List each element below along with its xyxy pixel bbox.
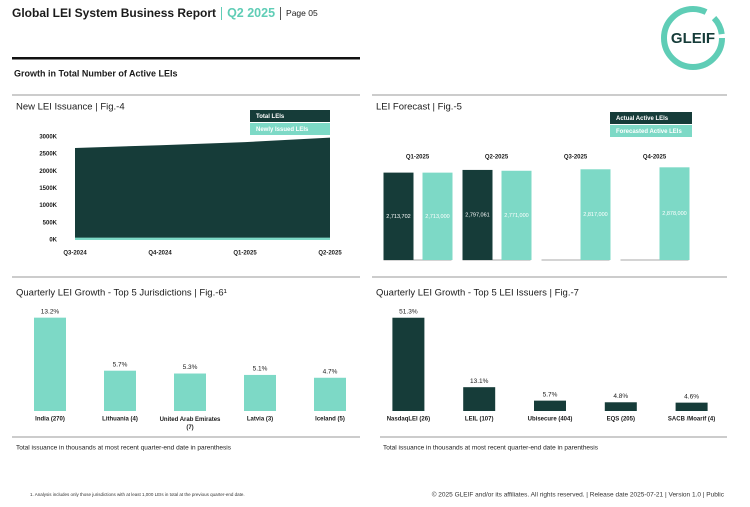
x-tick-label: SACB /Moarif (4) — [668, 417, 715, 423]
y-tick-label: 2000K — [39, 169, 57, 175]
bar-value-label: 5.3% — [183, 364, 198, 371]
bar-value-label: 2,878,000 — [662, 211, 686, 217]
legend-swatch — [250, 123, 330, 135]
area — [75, 237, 330, 240]
x-tick-label: Q2-2025 — [318, 251, 342, 257]
chart-title: New LEI Issuance | Fig.-4 — [16, 102, 125, 113]
area — [75, 137, 330, 240]
bar-value-label: 2,713,000 — [425, 214, 449, 220]
bar — [462, 169, 493, 260]
bar — [501, 170, 532, 260]
x-tick-label: Q3-2024 — [63, 251, 87, 257]
bar-value-label: 13.1% — [470, 378, 489, 385]
bar — [383, 172, 414, 260]
section-rule — [12, 57, 360, 60]
bar-value-label: 2,817,000 — [583, 212, 607, 218]
chart-title: LEI Forecast | Fig.-5 — [376, 102, 462, 113]
x-tick-label: Q4-2024 — [148, 251, 172, 257]
bar — [659, 167, 690, 260]
bar-value-label: 13.2% — [41, 308, 60, 315]
legend-label: Actual Active LEIs — [616, 116, 669, 122]
x-tick-label: Ubisecure (404) — [528, 417, 573, 423]
y-tick-label: 1500K — [39, 186, 57, 192]
bar-value-label: 4.8% — [613, 393, 628, 400]
y-tick-label: 1000K — [39, 203, 57, 209]
legend-label: Forecasted Active LEIs — [616, 129, 682, 135]
y-tick-label: 500K — [43, 220, 58, 226]
bar-value-label: 5.1% — [253, 366, 268, 373]
chart-title: Quarterly LEI Growth - Top 5 LEI Issuers… — [376, 288, 579, 299]
bar — [174, 373, 206, 411]
x-tick-label: Q3-2025 — [564, 155, 588, 161]
legend-swatch — [250, 110, 330, 122]
bar — [34, 317, 66, 411]
chart-title: Quarterly LEI Growth - Top 5 Jurisdictio… — [16, 288, 227, 299]
section-title: Growth in Total Number of Active LEIs — [14, 68, 178, 78]
bar-value-label: 2,797,061 — [465, 212, 489, 218]
report-title: Global LEI System Business Report — [12, 6, 217, 20]
legend-swatch — [610, 125, 692, 137]
bar — [534, 400, 566, 411]
x-tick-label: Q2-2025 — [485, 155, 509, 161]
bar — [675, 402, 708, 411]
y-tick-label: 3000K — [39, 135, 57, 141]
bar — [392, 317, 425, 411]
footnote: 1. Analysis includes only those jurisdic… — [30, 492, 245, 497]
bar — [422, 172, 453, 260]
x-tick-label: Iceland (5) — [315, 417, 345, 423]
bar-value-label: 51.3% — [399, 308, 418, 315]
chart-note: Total issuance in thousands at most rece… — [16, 445, 232, 452]
bar — [463, 387, 496, 411]
bar-value-label: 2,713,702 — [386, 214, 410, 220]
bar-value-label: 4.6% — [684, 393, 699, 400]
x-tick-label: Q1-2025 — [406, 155, 430, 161]
legend-swatch — [610, 112, 692, 124]
x-tick-label: Lithuania (4) — [102, 417, 138, 423]
footer: © 2025 GLEIF and/or its affiliates. All … — [432, 491, 725, 499]
logo-ring — [661, 6, 725, 70]
page-number: Page 05 — [286, 8, 318, 18]
x-tick-label: Q1-2025 — [233, 251, 257, 257]
legend-label: Newly Issued LEIs — [256, 127, 309, 133]
x-tick-label: NasdaqLEI (26) — [387, 417, 430, 423]
y-tick-label: 2500K — [39, 152, 57, 158]
y-tick-label: 0K — [49, 238, 57, 244]
bar — [104, 370, 136, 411]
logo-text: GLEIF — [671, 30, 715, 47]
bar-value-label: 5.7% — [543, 391, 558, 398]
bar-value-label: 5.7% — [113, 361, 128, 368]
bar — [244, 374, 276, 411]
header: Global LEI System Business Report Q2 202… — [12, 6, 318, 20]
bar — [580, 169, 611, 260]
bar-value-label: 4.7% — [323, 368, 338, 375]
bar — [604, 402, 637, 411]
x-tick-label: Q4-2025 — [643, 155, 667, 161]
bar-value-label: 2,771,000 — [504, 213, 528, 219]
x-tick-label: India (270) — [35, 417, 65, 423]
x-tick-label: United Arab Emirates (7) — [160, 417, 221, 431]
x-tick-label: LEIL (107) — [465, 417, 494, 423]
divider — [221, 6, 223, 20]
chart-note: Total issuance in thousands at most rece… — [383, 445, 599, 452]
bar — [314, 377, 346, 411]
x-tick-label: EQS (205) — [607, 417, 635, 423]
legend-label: Total LEIs — [256, 114, 285, 120]
divider — [280, 6, 282, 20]
x-tick-label: Latvia (3) — [247, 417, 273, 423]
quarter: Q2 2025 — [227, 6, 276, 20]
